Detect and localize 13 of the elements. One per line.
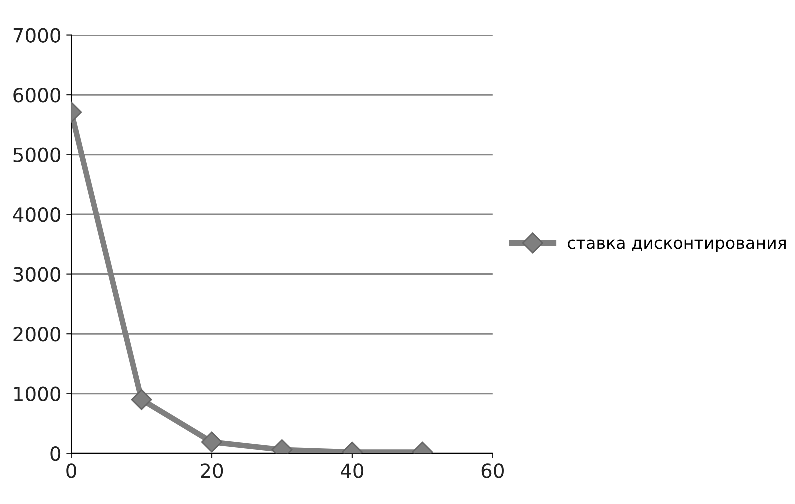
x-tick-label: 20 bbox=[201, 464, 224, 478]
y-tick-label: 7000 bbox=[14, 28, 61, 43]
y-tick-label: 2000 bbox=[14, 327, 61, 342]
y-tick-label: 0 bbox=[50, 446, 61, 462]
y-tick-label: 3000 bbox=[14, 267, 61, 282]
x-tick-label: 40 bbox=[341, 464, 364, 478]
x-tick-label: 60 bbox=[482, 464, 504, 478]
y-tick-label: 4000 bbox=[13, 208, 61, 222]
y-tick-label: 1000 bbox=[14, 386, 61, 402]
legend-label: ставка дисконтирования bbox=[568, 240, 786, 253]
x-tick-label: 0 bbox=[66, 464, 76, 478]
y-tick-label: 6000 bbox=[14, 88, 61, 103]
y-tick-label: 5000 bbox=[14, 148, 61, 162]
